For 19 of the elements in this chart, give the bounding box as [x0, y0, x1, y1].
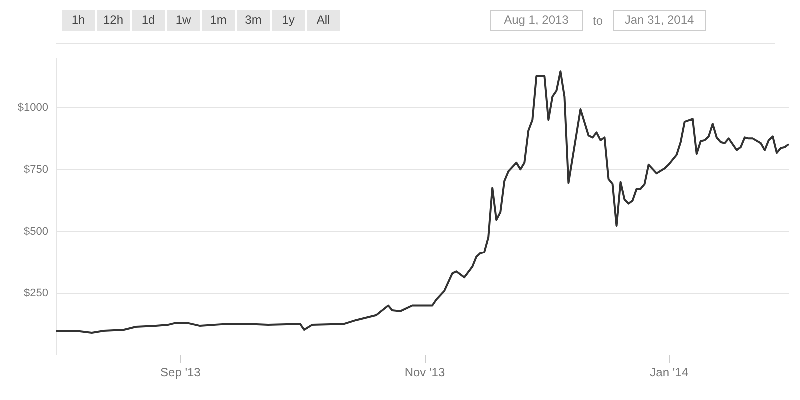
text: 12h — [97, 10, 130, 31]
text: Jan 31, 2014 — [613, 10, 706, 31]
x-tick-label: Jan '14 — [650, 366, 689, 380]
y-tick-label: $750 — [24, 164, 48, 176]
y-tick-label: $250 — [24, 288, 48, 300]
x-tick-label: Nov '13 — [404, 366, 446, 380]
text: 1h — [62, 10, 95, 31]
y-tick-label: $500 — [24, 226, 48, 238]
text: Aug 1, 2013 — [490, 10, 583, 31]
x-tick-label: Sep '13 — [160, 366, 202, 380]
text: 1w — [167, 10, 200, 31]
text: 1m — [202, 10, 235, 31]
text: 1y — [272, 10, 305, 31]
text: 3m — [237, 10, 270, 31]
line-series — [55, 70, 790, 334]
y-tick-label: $1000 — [18, 102, 48, 114]
text: 1d — [132, 10, 165, 31]
text: All — [307, 10, 340, 31]
text: to — [593, 14, 604, 28]
